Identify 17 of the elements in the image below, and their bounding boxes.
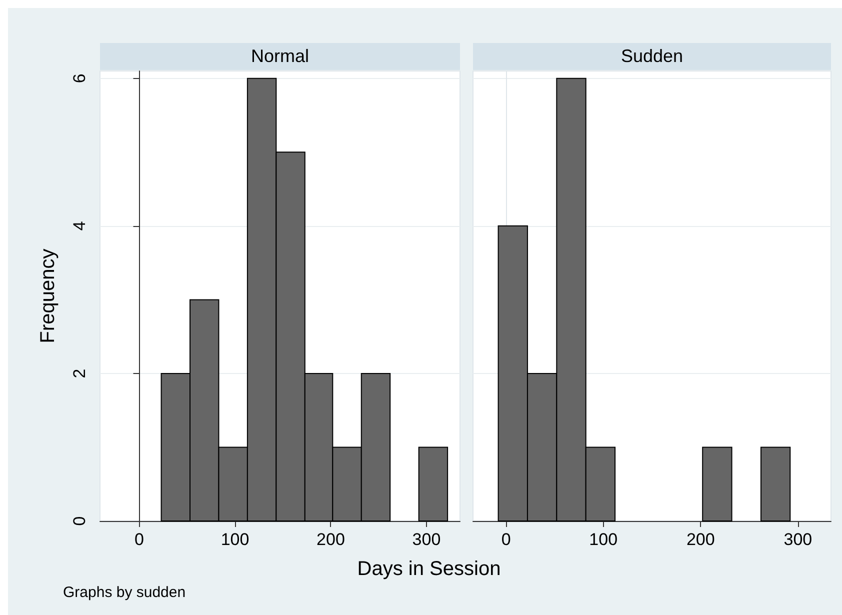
x-tick-label: 100 [589,530,618,549]
y-tick-label: 6 [70,74,89,84]
x-tick-label: 300 [412,530,441,549]
x-tick-label: 200 [686,530,715,549]
x-tick-label: 300 [784,530,812,549]
x-axis-title: Days in Session [356,558,502,581]
x-tick-label: 200 [316,530,345,549]
x-tick-label: 0 [501,530,511,549]
y-axis-title: Frequency [37,248,59,344]
y-tick-label: 0 [70,516,89,526]
y-tick-label: 2 [70,368,89,378]
text: Graphs by sudden [63,584,186,601]
chart-title: Normal [100,43,460,70]
x-tick-label: 0 [134,530,144,549]
chart-title: Sudden [473,43,831,70]
y-tick-label: 4 [70,221,89,231]
x-tick-label: 100 [220,530,250,549]
